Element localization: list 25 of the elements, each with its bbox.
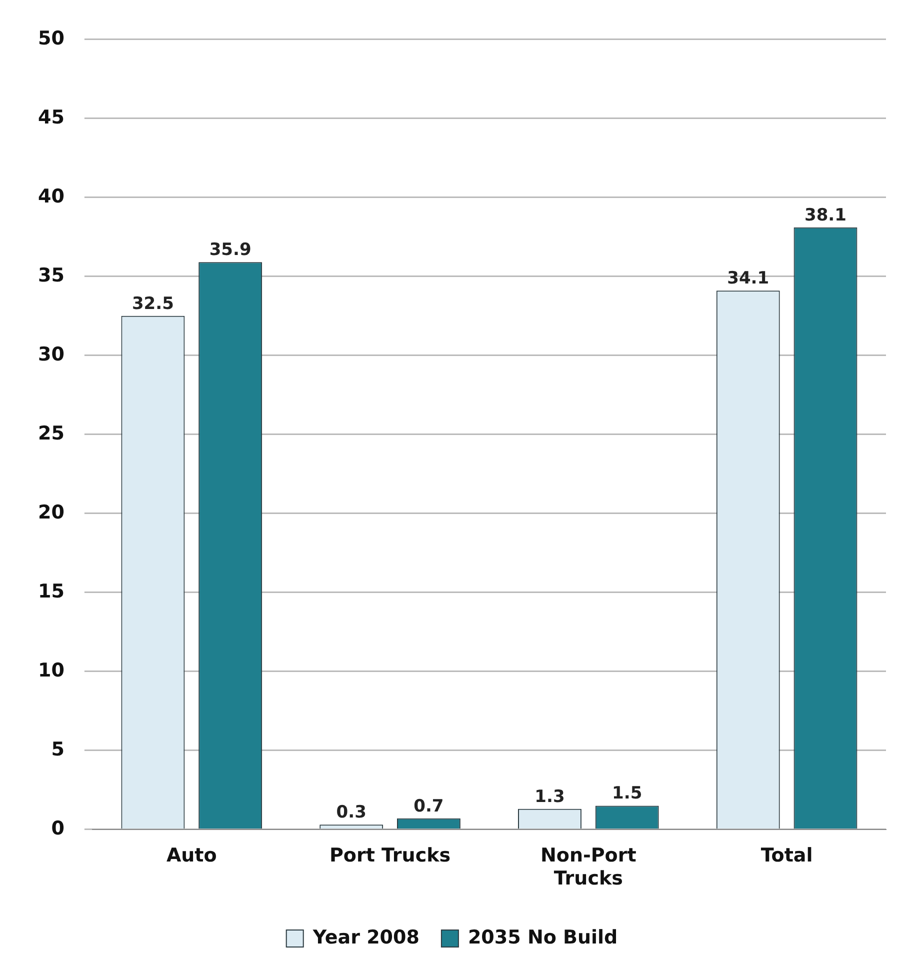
y-tick-label: 45 — [38, 106, 64, 128]
x-tick-label: Non-Port Trucks — [540, 844, 636, 890]
y-tick-label: 35 — [38, 264, 64, 286]
y-tick-label: 20 — [38, 501, 64, 524]
x-tick-label: Auto — [166, 844, 217, 867]
data-label: 1.5 — [612, 784, 642, 804]
legend-label: 2035 No Build — [468, 926, 618, 948]
data-label: 35.9 — [209, 240, 252, 260]
data-label: 32.5 — [132, 294, 174, 314]
y-tick-label: 40 — [38, 185, 64, 208]
y-tick-label: 0 — [51, 817, 64, 840]
data-label: 0.3 — [336, 802, 366, 823]
x-tick-label: Port Trucks — [330, 844, 451, 867]
y-tick-label: 25 — [38, 422, 64, 444]
data-label: 1.3 — [534, 786, 565, 807]
y-tick-label: 10 — [38, 659, 64, 682]
y-tick-label: 5 — [51, 738, 64, 760]
data-label: 0.7 — [414, 796, 444, 816]
legend-label: Year 2008 — [312, 926, 420, 948]
y-tick-label: 30 — [38, 343, 64, 366]
x-tick-label: Total — [760, 844, 813, 867]
y-tick-label: 50 — [38, 27, 64, 50]
data-label: 38.1 — [804, 205, 846, 226]
data-label: 34.1 — [727, 268, 770, 289]
y-tick-label: 15 — [38, 580, 64, 602]
